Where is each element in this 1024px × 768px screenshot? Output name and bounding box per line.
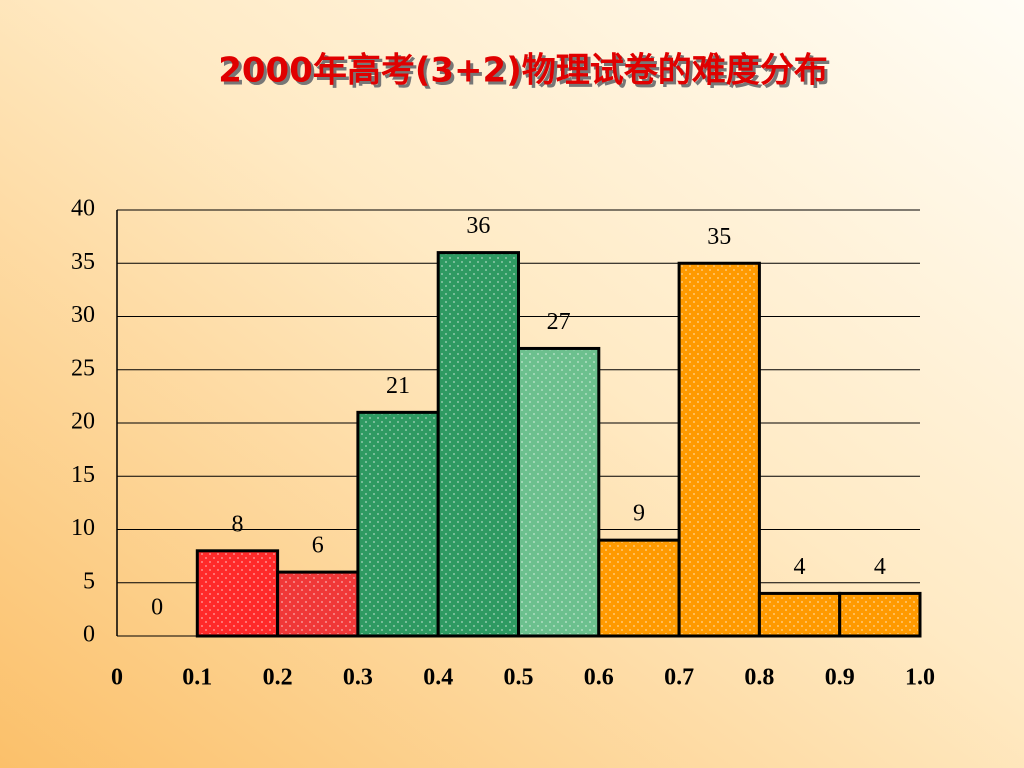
value-label: 27	[547, 309, 571, 335]
bar-texture	[199, 552, 276, 634]
y-tick-label: 20	[71, 409, 95, 435]
value-label: 9	[633, 501, 645, 527]
value-label: 4	[794, 554, 806, 580]
value-label: 0	[151, 595, 163, 621]
bar-texture	[440, 254, 517, 634]
bar-texture	[841, 595, 918, 634]
bar-texture	[600, 542, 678, 634]
y-tick-label: 35	[71, 249, 95, 275]
x-tick-label: 0.3	[343, 665, 373, 691]
bar-texture	[761, 595, 838, 634]
x-tick-label: 0.2	[263, 665, 293, 691]
x-tick-label: 0.5	[504, 665, 534, 691]
y-tick-label: 15	[71, 462, 95, 488]
y-tick-label: 40	[71, 196, 95, 222]
x-tick-label: 0.9	[825, 665, 855, 691]
x-tick-label: 0.4	[423, 665, 453, 691]
bar-texture	[279, 574, 356, 634]
chart-title: 2000年高考(3+2)物理试卷的难度分布	[218, 51, 828, 91]
x-tick-label: 1.0	[905, 665, 935, 691]
bar-texture	[520, 350, 597, 634]
x-tick-label: 0.6	[584, 665, 614, 691]
x-tick-label: 0.1	[182, 665, 212, 691]
x-tick-label: 0.8	[744, 665, 774, 691]
y-tick-label: 10	[71, 515, 95, 541]
y-tick-label: 5	[83, 568, 95, 594]
chart-title-shadow: 2000年高考(3+2)物理试卷的难度分布	[221, 54, 831, 94]
y-tick-label: 25	[71, 355, 95, 381]
x-tick-label: 0.7	[664, 665, 694, 691]
x-tick-label: 0	[111, 665, 123, 691]
value-label: 8	[231, 511, 243, 537]
value-label: 35	[707, 224, 731, 250]
value-label: 6	[312, 533, 324, 559]
bar-texture	[681, 265, 758, 634]
bar-texture	[359, 414, 437, 634]
value-label: 4	[874, 554, 886, 580]
value-label: 21	[386, 373, 410, 399]
y-tick-label: 0	[83, 622, 95, 648]
y-tick-label: 30	[71, 302, 95, 328]
value-label: 36	[466, 213, 490, 239]
